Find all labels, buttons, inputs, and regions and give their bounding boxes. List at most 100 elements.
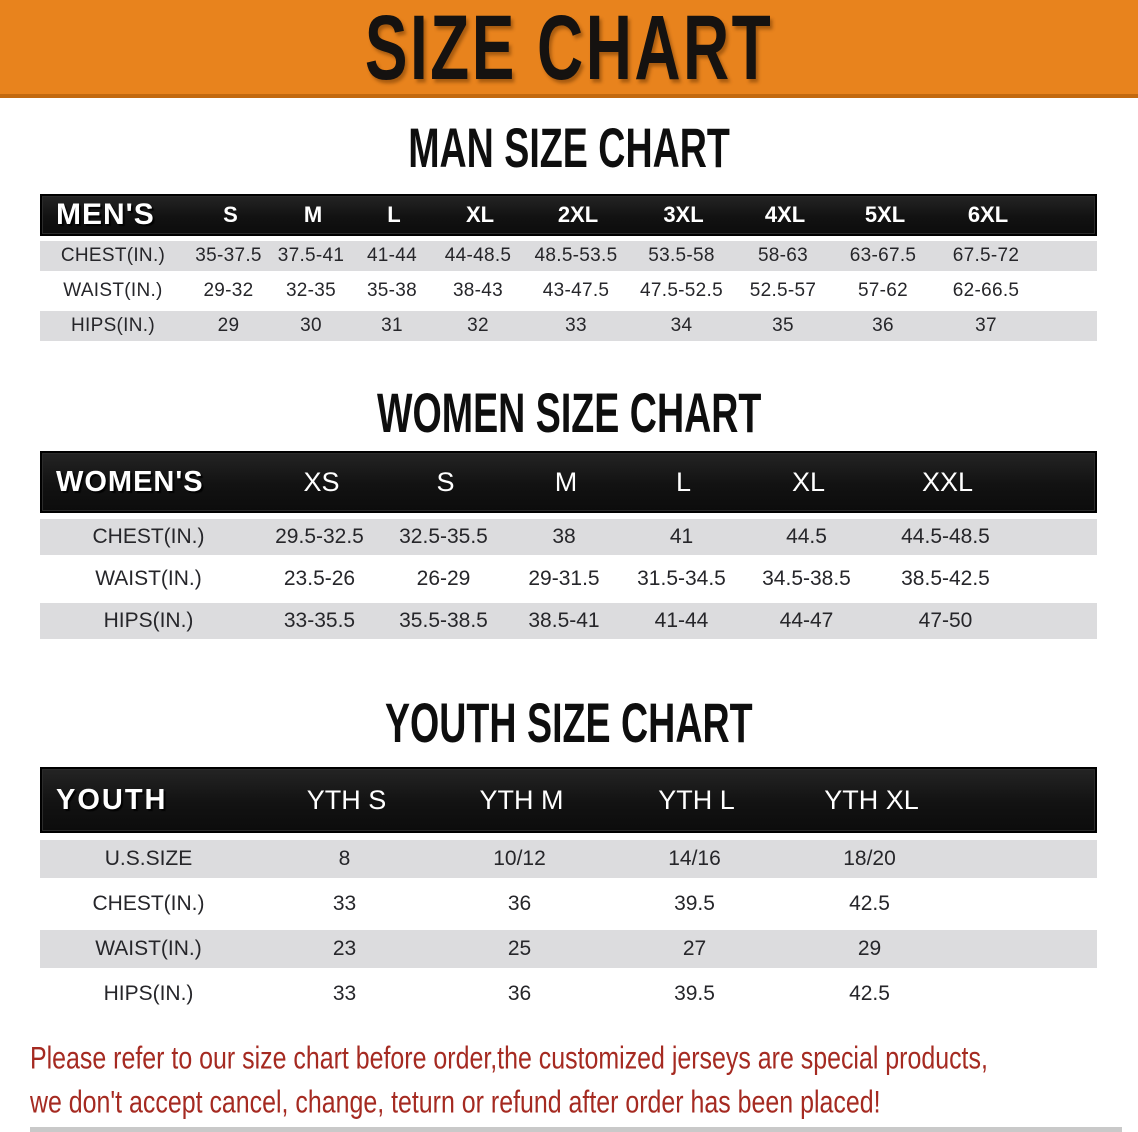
size-cell: 35-38	[366, 280, 418, 301]
table-row: CHEST(IN.) 33 36 39.5 42.5	[40, 885, 1097, 923]
table-row: WAIST(IN.) 29-32 32-35 35-38 38-43 43-47…	[40, 276, 1097, 306]
size-cell: 41-44	[654, 609, 709, 632]
size-cell: 29-31.5	[528, 567, 600, 590]
banner-title: SIZE CHART	[364, 0, 774, 99]
row-label: WAIST(IN.)	[95, 567, 202, 590]
size-cell: 33-35.5	[283, 609, 356, 632]
size-column-header: 3XL	[663, 202, 704, 227]
row-label: CHEST(IN.)	[60, 245, 166, 266]
row-label: WAIST(IN.)	[63, 280, 163, 301]
size-column-header: XL	[791, 466, 826, 497]
size-column-header: 2XL	[557, 202, 599, 227]
size-cell: 38-43	[452, 280, 504, 301]
notice-line-2: we don't accept cancel, change, teturn o…	[30, 1085, 881, 1121]
size-cell: 25	[507, 937, 532, 960]
banner: SIZE CHART	[0, 0, 1138, 98]
size-column-header: S	[223, 202, 238, 227]
size-cell: 39.5	[674, 982, 715, 1005]
size-cell: 33	[565, 315, 587, 336]
size-cell: 43-47.5	[542, 280, 610, 301]
size-cell: 48.5-53.5	[534, 245, 618, 266]
size-column-header: L	[675, 466, 692, 497]
size-cell: 44.5-48.5	[901, 525, 990, 548]
size-cell: 36	[872, 315, 894, 336]
size-cell: 38.5-42.5	[901, 567, 990, 590]
women-table-header-row: WOMEN'S XS S M L XL XXL	[40, 451, 1097, 513]
size-cell: 38	[552, 525, 576, 548]
size-cell: 67.5-72	[952, 245, 1020, 266]
size-cell: 33	[332, 892, 357, 915]
size-cell: 33	[332, 982, 357, 1005]
table-row: U.S.SIZE 8 10/12 14/16 18/20	[40, 840, 1097, 878]
size-cell: 32-35	[285, 280, 337, 301]
youth-table-label: YOUTH	[56, 783, 168, 816]
size-column-header: XXL	[921, 466, 974, 497]
youth-size-table: YOUTH YTH S YTH M YTH L YTH XL U.S.SIZE …	[40, 767, 1097, 1013]
size-cell: 27	[682, 937, 707, 960]
table-row: HIPS(IN.) 33-35.5 35.5-38.5 38.5-41 41-4…	[40, 603, 1097, 639]
size-cell: 29-32	[203, 280, 254, 301]
size-cell: 37.5-41	[277, 245, 345, 266]
size-column-header: XS	[303, 466, 340, 497]
row-label: U.S.SIZE	[104, 847, 193, 870]
women-size-table: WOMEN'S XS S M L XL XXL CHEST(IN.) 29.5-…	[40, 451, 1097, 639]
size-column-header: 6XL	[967, 202, 1009, 227]
table-row: CHEST(IN.) 29.5-32.5 32.5-35.5 38 41 44.…	[40, 519, 1097, 555]
table-row: WAIST(IN.) 23 25 27 29	[40, 930, 1097, 968]
size-cell: 58-63	[757, 245, 809, 266]
size-cell: 29.5-32.5	[275, 525, 364, 548]
women-section-title: WOMEN SIZE CHART	[376, 381, 762, 444]
men-table-label: MEN'S	[56, 198, 155, 231]
youth-section-title: YOUTH SIZE CHART	[385, 691, 753, 754]
bottom-divider	[30, 1127, 1122, 1132]
order-notice: Please refer to our size chart before or…	[0, 1037, 1138, 1125]
size-cell: 47.5-52.5	[640, 280, 723, 301]
row-label: WAIST(IN.)	[95, 937, 202, 960]
table-row: HIPS(IN.) 29 30 31 32 33 34 35 36 37	[40, 311, 1097, 341]
row-label: HIPS(IN.)	[103, 982, 194, 1005]
size-cell: 32	[467, 315, 489, 336]
size-column-header: YTH XL	[824, 784, 919, 815]
size-cell: 23.5-26	[283, 567, 356, 590]
size-cell: 39.5	[674, 892, 715, 915]
size-cell: 8	[338, 847, 351, 870]
size-cell: 37	[975, 315, 997, 336]
size-column-header: 4XL	[764, 202, 806, 227]
size-cell: 35.5-38.5	[399, 609, 488, 632]
notice-line-1: Please refer to our size chart before or…	[30, 1041, 988, 1077]
size-cell: 34	[670, 315, 693, 336]
size-cell: 31.5-34.5	[637, 567, 726, 590]
row-label: HIPS(IN.)	[103, 609, 194, 632]
size-column-header: M	[303, 202, 323, 227]
size-cell: 32.5-35.5	[399, 525, 488, 548]
size-cell: 29	[857, 937, 882, 960]
size-cell: 53.5-58	[648, 245, 715, 266]
size-cell: 14/16	[668, 847, 721, 870]
size-cell: 44.5	[786, 525, 827, 548]
table-row: CHEST(IN.) 35-37.5 37.5-41 41-44 44-48.5…	[40, 241, 1097, 271]
size-cell: 41-44	[366, 245, 418, 266]
size-column-header: YTH M	[479, 784, 564, 815]
size-cell: 23	[332, 937, 357, 960]
size-column-header: YTH L	[658, 784, 735, 815]
men-table-header-row: MEN'S S M L XL 2XL 3XL 4XL 5XL 6XL	[40, 194, 1097, 236]
size-cell: 29	[217, 315, 240, 336]
size-cell: 35	[772, 315, 794, 336]
table-row: HIPS(IN.) 33 36 39.5 42.5	[40, 975, 1097, 1013]
size-cell: 36	[507, 982, 532, 1005]
size-cell: 44-48.5	[444, 245, 512, 266]
women-table-label: WOMEN'S	[56, 465, 204, 498]
size-cell: 62-66.5	[952, 280, 1020, 301]
size-cell: 26-29	[416, 567, 471, 590]
size-cell: 52.5-57	[749, 280, 817, 301]
size-cell: 63-67.5	[849, 245, 917, 266]
size-column-header: L	[387, 202, 401, 227]
size-cell: 10/12	[493, 847, 546, 870]
size-cell: 42.5	[849, 892, 890, 915]
size-cell: 57-62	[857, 280, 909, 301]
row-label: CHEST(IN.)	[92, 892, 205, 915]
size-cell: 30	[300, 315, 322, 336]
size-column-header: XL	[465, 202, 495, 227]
size-cell: 35-37.5	[195, 245, 262, 266]
